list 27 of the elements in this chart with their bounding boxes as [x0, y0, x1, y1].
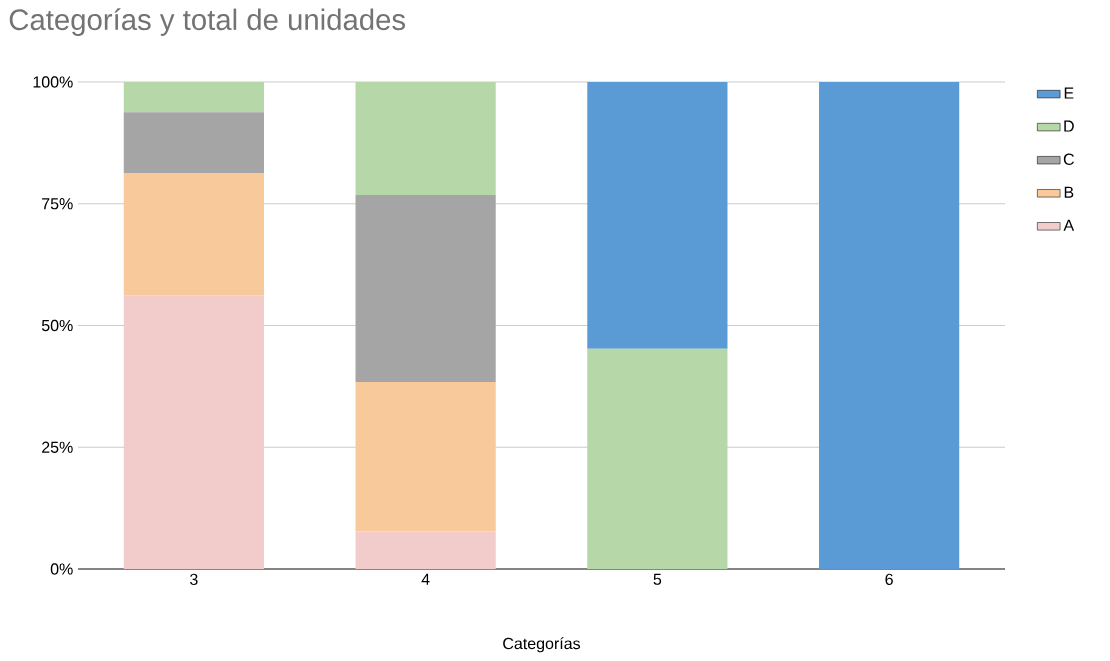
bar [123, 112, 264, 174]
bar [355, 531, 496, 569]
y-tick-label: 100% [33, 76, 73, 88]
legend-label: D [1064, 120, 1074, 132]
bar [587, 348, 728, 569]
x-axis-title: Categorías [503, 637, 581, 653]
chart-title: Categorías y total de unidades [9, 8, 406, 36]
bar [123, 82, 264, 113]
bar [123, 295, 264, 569]
bar [355, 194, 496, 382]
x-tick-label: 4 [421, 573, 430, 585]
x-tick-label: 5 [653, 573, 662, 585]
bar [587, 82, 728, 349]
legend-label: B [1064, 186, 1074, 198]
y-tick-label: 75% [42, 198, 73, 210]
legend-label: E [1064, 87, 1074, 99]
bar [355, 82, 496, 195]
bar [355, 381, 496, 532]
x-tick-label: 6 [885, 573, 893, 586]
bar [819, 82, 960, 569]
y-tick-label: 50% [41, 319, 73, 332]
y-tick-label: 25% [42, 441, 73, 453]
legend-label: A [1063, 219, 1075, 231]
y-tick-label: 0% [50, 563, 73, 575]
bar [123, 173, 264, 296]
legend-label: C [1063, 153, 1074, 165]
x-tick-label: 3 [190, 573, 198, 586]
